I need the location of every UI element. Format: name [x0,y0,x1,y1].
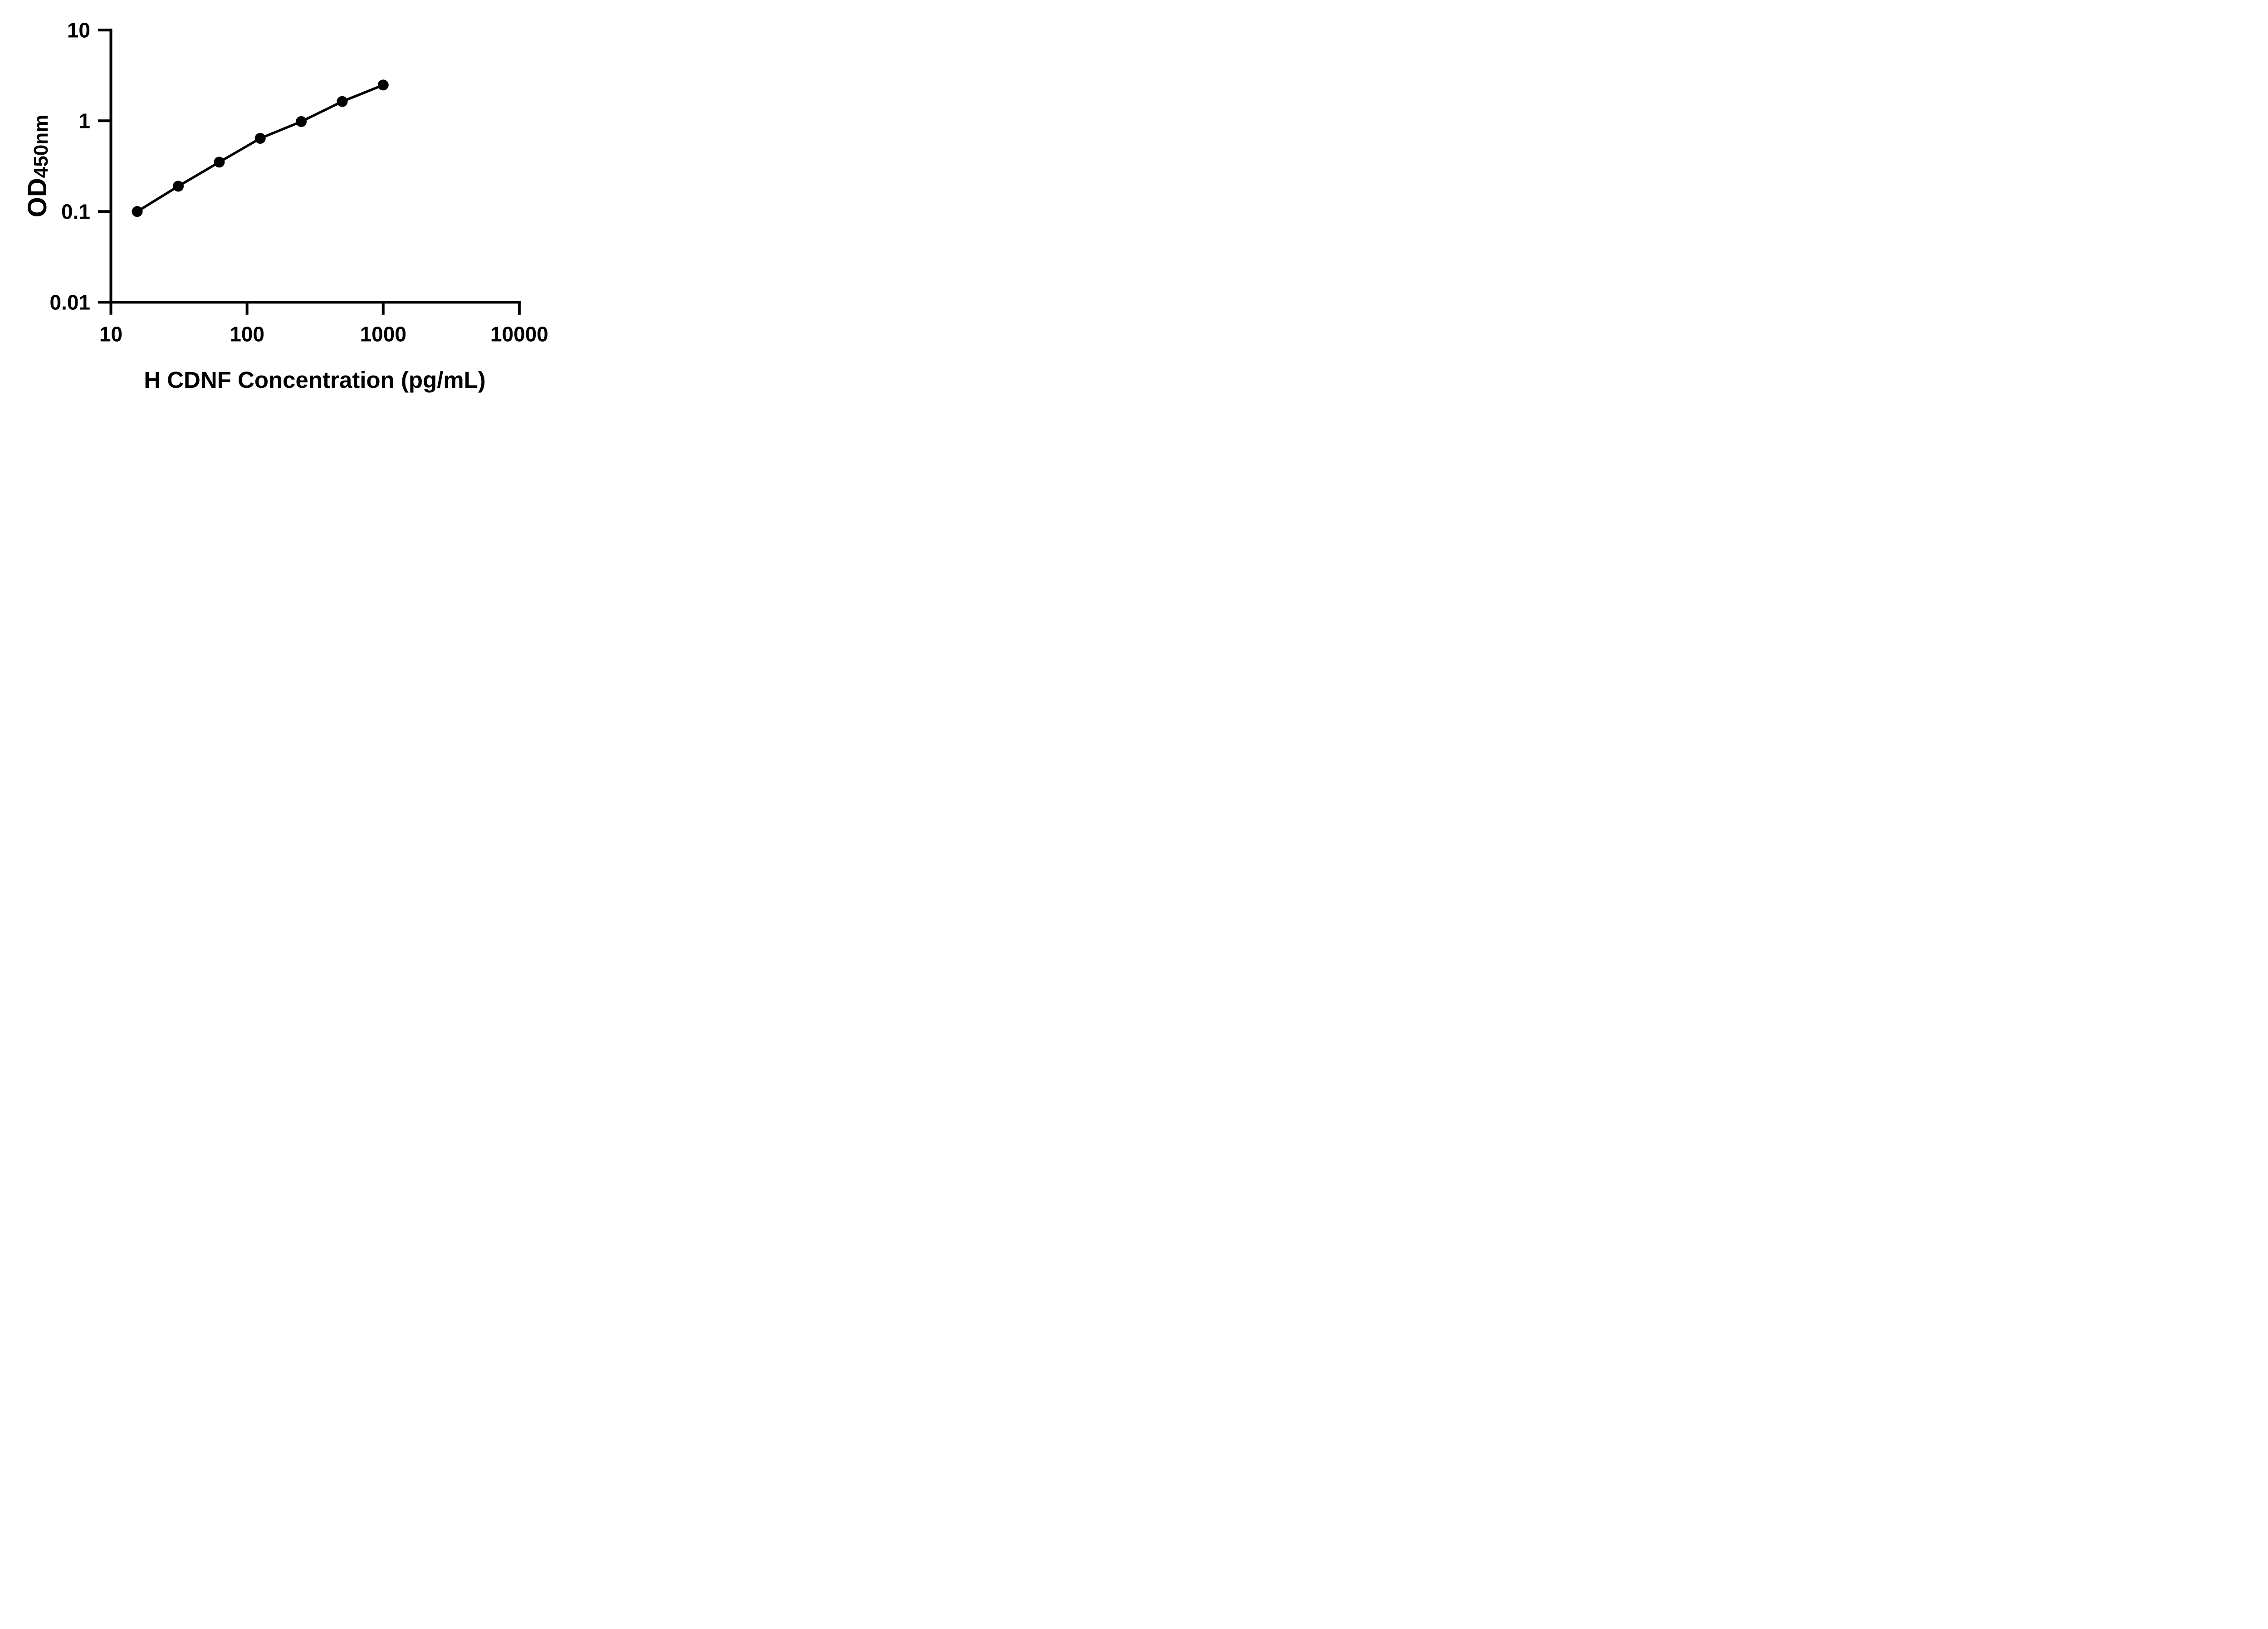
figure-canvas: 0.01 0.1 1 10 10 100 1000 10000 H CDNF Concentr… [0,0,583,407]
data-point [296,116,307,127]
data-point [132,206,143,217]
y-axis-title: OD450nm [23,115,52,217]
data-point [214,157,225,168]
x-tick-label: 1000 [360,323,406,346]
data-point [377,79,389,91]
y-tick-label: 10 [67,18,90,42]
x-tick-label: 10000 [490,323,548,346]
x-tick-label: 100 [230,323,264,346]
y-axis-title-sub: 450nm [30,115,52,178]
x-tick-label: 10 [99,323,122,346]
data-point [337,96,348,107]
data-point [254,133,266,144]
y-axis-title-main: OD [23,178,52,217]
axes-layer [98,29,521,315]
standard-curve-chart: 0.01 0.1 1 10 10 100 1000 10000 H CDNF Concentr… [23,18,548,393]
y-tick-label: 0.1 [61,200,90,223]
data-point [173,181,184,192]
y-tick-label: 1 [78,109,90,132]
tick-labels-layer: 0.01 0.1 1 10 10 100 1000 10000 [49,18,548,346]
x-axis-title: H CDNF Concentration (pg/mL) [144,367,486,393]
y-tick-label: 0.01 [49,290,90,314]
data-points-layer [132,79,389,217]
